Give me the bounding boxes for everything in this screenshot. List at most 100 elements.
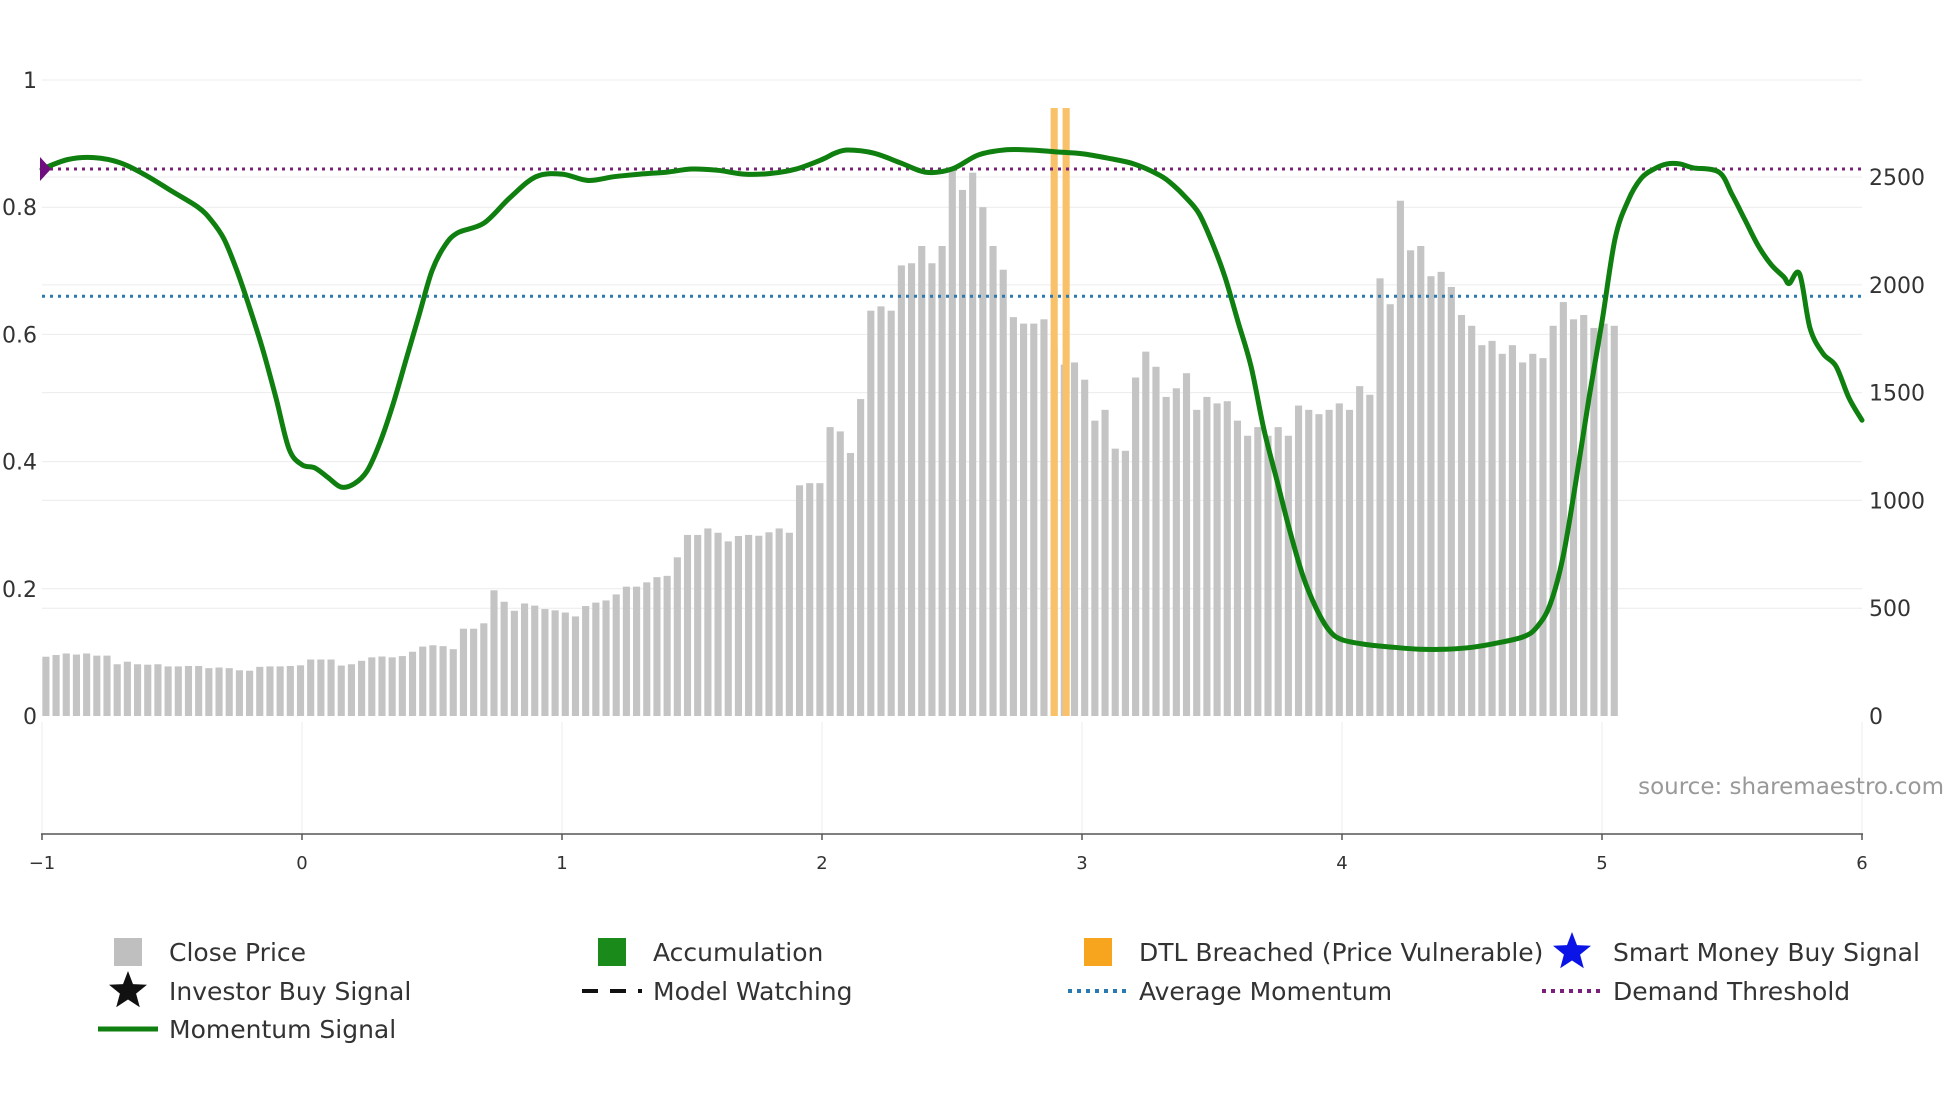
- close-price-bar: [867, 310, 875, 716]
- close-price-bar: [439, 646, 447, 716]
- close-price-bar: [154, 664, 162, 716]
- close-price-bar: [979, 207, 987, 716]
- close-price-bar: [266, 666, 274, 716]
- close-price-bar: [1030, 323, 1038, 716]
- close-price-bar: [246, 670, 254, 716]
- close-price-bar: [1376, 278, 1384, 716]
- momentum-line: [39, 147, 1865, 652]
- close-price-bar: [1569, 319, 1578, 716]
- close-price-bar: [470, 628, 478, 716]
- close-price-bar: [1396, 200, 1404, 717]
- close-price-bar: [1610, 325, 1618, 716]
- legend-item: Average Momentum: [1068, 977, 1392, 1006]
- close-price-bar: [551, 610, 559, 716]
- x-tick-label: 5: [1596, 853, 1607, 874]
- legend-label: Investor Buy Signal: [169, 977, 411, 1006]
- close-price-bar: [775, 528, 783, 716]
- close-price-bar: [1600, 323, 1608, 716]
- close-price-bar: [429, 645, 437, 716]
- y-right-tick-label: 1500: [1869, 382, 1925, 407]
- close-price-bar: [195, 665, 203, 716]
- close-price-bar: [653, 577, 661, 716]
- legend-item: Model Watching: [582, 977, 853, 1006]
- axes: 0 0.2 0.4 0.6 0.8 1 0 500 1000 1500 2000 2500 −1 0 1 2 3…: [2, 69, 1925, 874]
- close-price-bar: [449, 649, 457, 716]
- y-right-tick-label: 0: [1869, 705, 1883, 730]
- close-price-bar: [1121, 450, 1129, 716]
- close-price-bar: [368, 657, 376, 716]
- close-price-bar: [1519, 362, 1527, 716]
- close-price-bar: [520, 603, 529, 716]
- close-price-bar: [582, 606, 590, 716]
- y-left-tick-label: 0.8: [2, 196, 37, 221]
- legend-swatch: [114, 938, 142, 966]
- legend-label: Momentum Signal: [169, 1015, 396, 1044]
- close-price-bar: [1132, 377, 1140, 716]
- close-price-bar: [663, 575, 671, 716]
- close-price-bar: [1356, 386, 1364, 716]
- close-price-bar: [1407, 250, 1415, 716]
- close-price-bar: [1437, 271, 1445, 716]
- close-price-bar: [1315, 414, 1323, 716]
- close-price-bar: [1244, 435, 1252, 716]
- legend-item: Smart Money Buy Signal: [1553, 932, 1920, 969]
- close-price-bar: [1040, 319, 1048, 716]
- close-price-bar: [989, 246, 997, 716]
- close-price-bar: [408, 651, 417, 716]
- y-left-tick-label: 0.6: [2, 323, 37, 348]
- close-price-bar: [419, 646, 427, 716]
- close-price-bar: [1203, 396, 1211, 716]
- close-price-bar: [622, 586, 630, 716]
- close-price-bar: [1193, 409, 1201, 716]
- close-price-bar: [724, 541, 732, 716]
- close-price-bar: [602, 600, 610, 716]
- close-price-bar: [561, 612, 569, 716]
- close-price-bar: [317, 659, 325, 716]
- close-price-bar: [836, 431, 844, 716]
- close-price-bar: [938, 246, 946, 716]
- close-price-bar: [846, 452, 855, 716]
- close-price-bar: [62, 653, 70, 716]
- close-price-bar: [500, 601, 508, 716]
- star-icon: [1553, 932, 1591, 969]
- close-price-bar: [1009, 317, 1017, 716]
- y-right-tick-label: 2000: [1869, 274, 1925, 299]
- legend-label: Close Price: [169, 938, 306, 967]
- close-price-bar: [1142, 351, 1150, 716]
- close-price-bar: [52, 654, 60, 716]
- close-price-bar: [174, 666, 182, 716]
- close-price-bar: [673, 557, 681, 716]
- close-price-bar: [1091, 420, 1099, 716]
- close-price-bar: [286, 665, 294, 716]
- close-price-bar: [1325, 409, 1333, 716]
- legend-swatch: [598, 938, 626, 966]
- close-price-bar: [1478, 345, 1486, 716]
- close-price-bar: [113, 664, 121, 716]
- x-tick-label: −1: [29, 853, 56, 874]
- close-price-bar: [133, 664, 142, 716]
- close-price-bar: [755, 535, 763, 716]
- close-price-bar: [388, 657, 396, 716]
- close-price-bar: [887, 310, 895, 716]
- close-price-bar: [1101, 409, 1109, 716]
- close-price-bar: [358, 660, 366, 716]
- momentum-signal: [39, 147, 1865, 652]
- legend-item: Demand Threshold: [1542, 977, 1850, 1006]
- close-price-bar: [1223, 401, 1231, 716]
- close-price-bar: [1580, 314, 1588, 716]
- close-price-bar: [592, 602, 600, 716]
- close-price-bar: [327, 659, 335, 716]
- close-price-bar: [1386, 304, 1394, 716]
- legend-item: Close Price: [114, 938, 306, 967]
- close-price-bar: [785, 532, 793, 716]
- close-price-bar: [1498, 353, 1506, 716]
- close-price-bar: [907, 263, 916, 716]
- y-right-tick-label: 1000: [1869, 489, 1925, 514]
- close-price-bar: [1162, 396, 1170, 716]
- close-price-bar: [958, 189, 967, 717]
- close-price-bar: [337, 665, 345, 716]
- close-price-bar: [296, 665, 305, 716]
- close-price-bar: [276, 666, 284, 716]
- source-label: source: sharemaestro.com: [1638, 774, 1944, 800]
